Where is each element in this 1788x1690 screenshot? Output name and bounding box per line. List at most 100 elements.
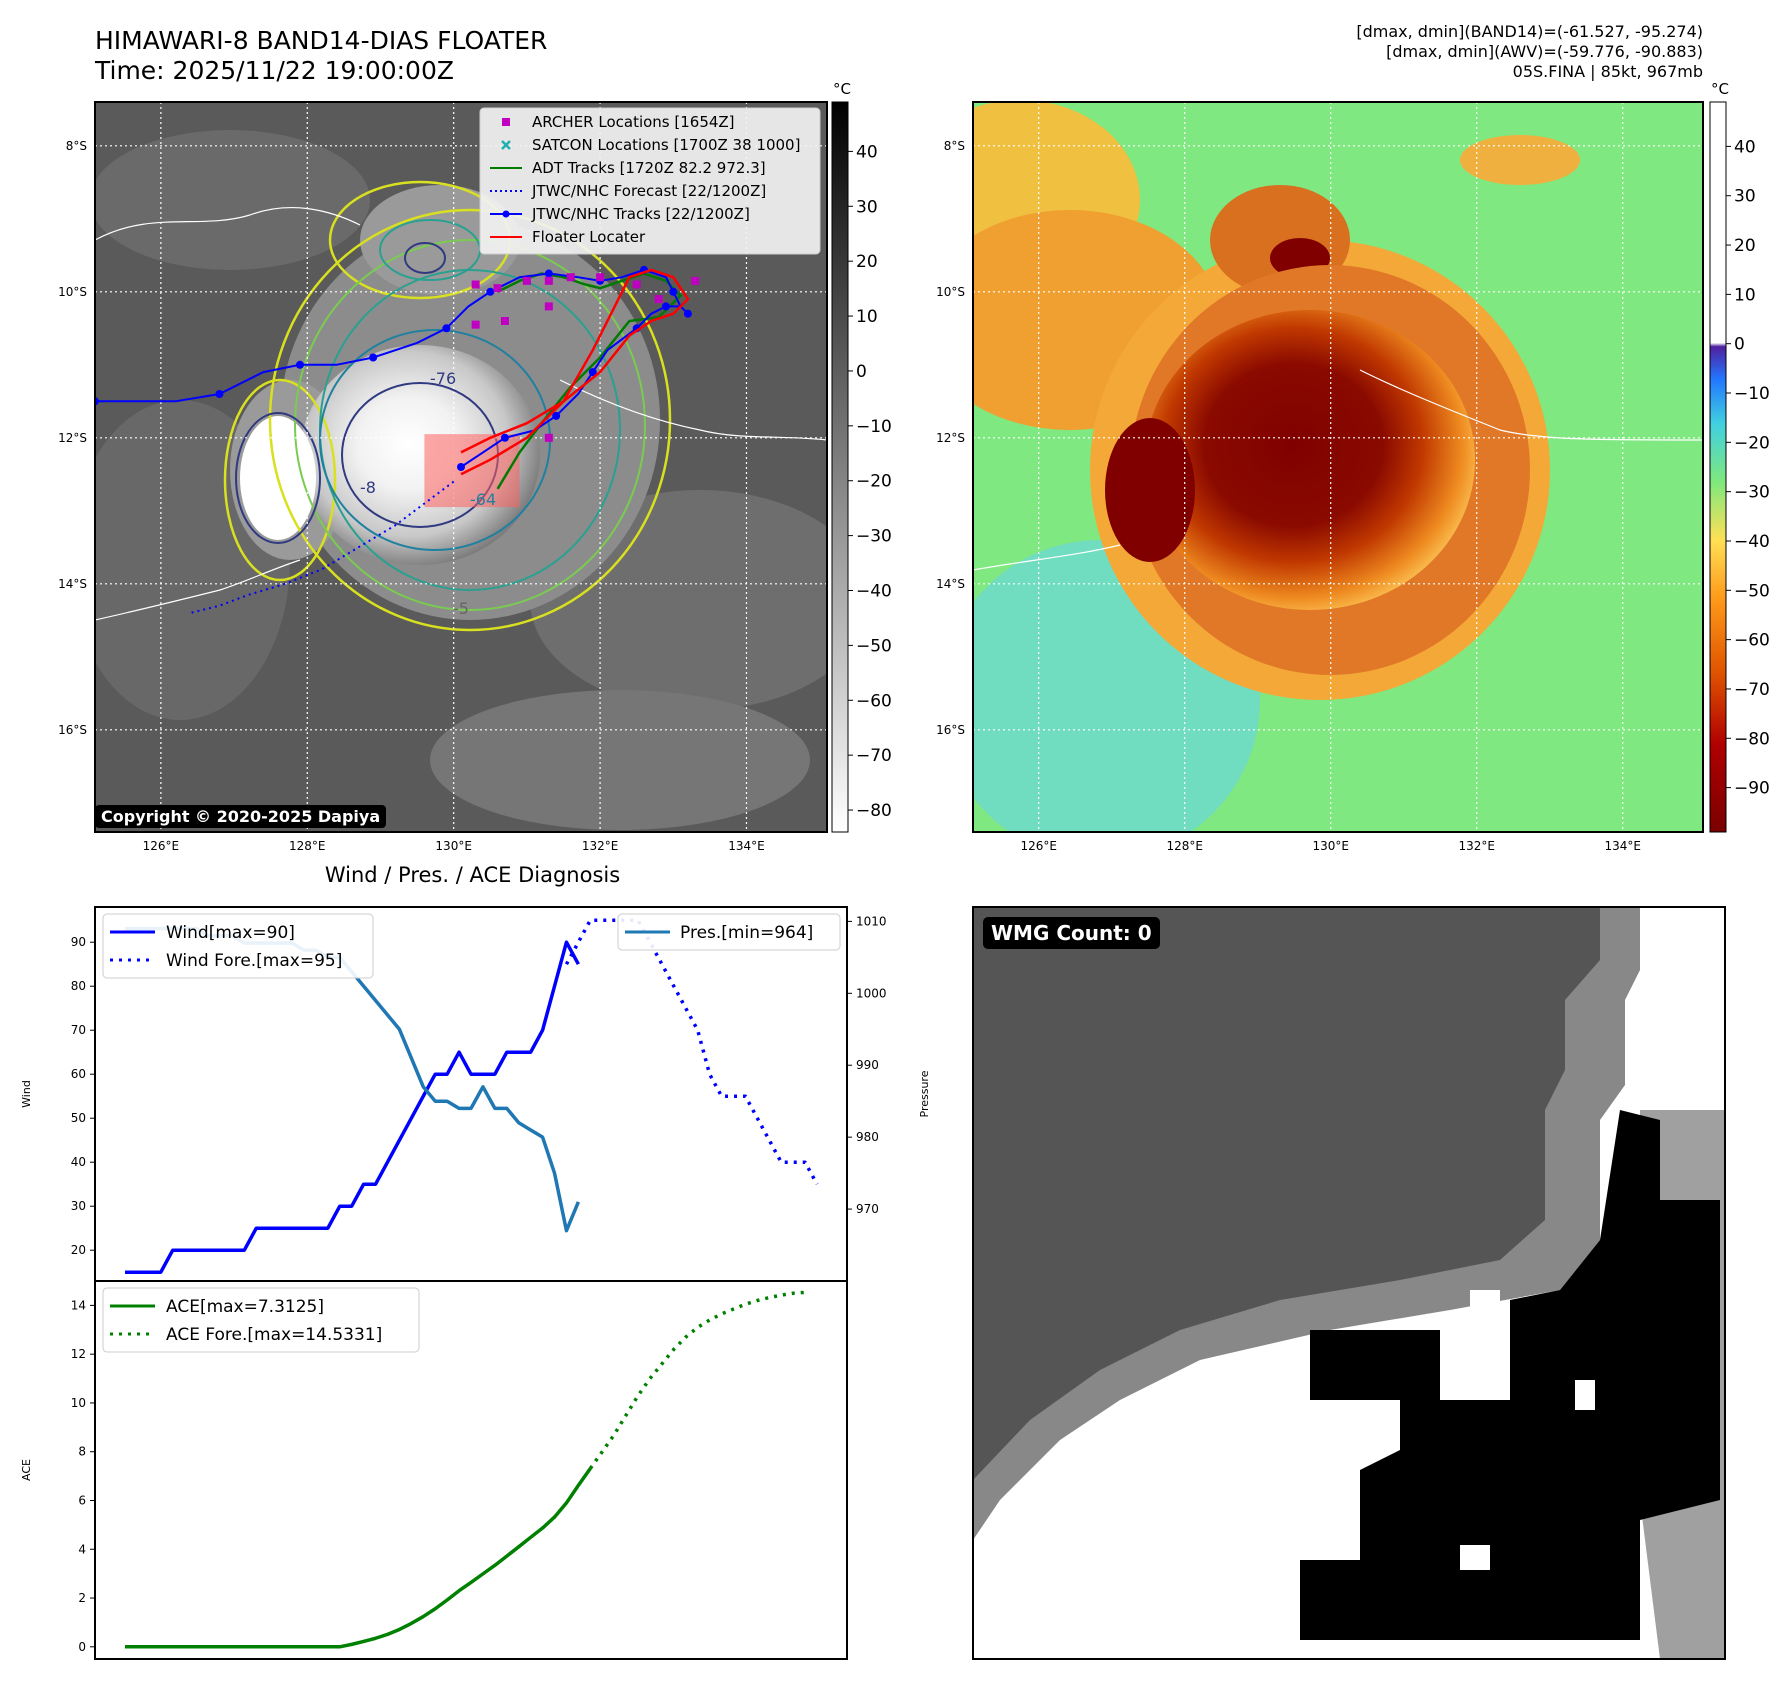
wind-axis-label: Wind [20,1080,33,1108]
jtwc-track-point [295,360,304,369]
colorbar-tick-label: 30 [1734,187,1756,207]
colorbar-tick-label: −50 [1734,581,1770,601]
archer-point [522,276,531,285]
colorbar-tick-label: −20 [856,472,892,492]
colorbar-tick-label: −60 [856,691,892,711]
colorbar-tick-label: −60 [1734,631,1770,651]
right-map-frame [972,101,1704,833]
archer-point [596,273,605,282]
y-tick-label: 40 [71,1155,86,1169]
y-tick-label: 80 [71,979,86,993]
legend-label: JTWC/NHC Forecast [22/1200Z] [531,182,766,200]
jtwc-track-point [486,287,495,296]
jtwc-track-point [369,353,378,362]
legend-label: ARCHER Locations [1654Z] [532,113,735,131]
left-map-lat-label: 14°S [58,577,87,591]
right-map-lat-label: 10°S [936,285,965,299]
contour-label-5: -5 [453,599,469,618]
wmg-panel [973,907,1725,1659]
adt-track-line [496,272,683,490]
y-tick-label: 1000 [856,986,887,1000]
archer-point [654,295,663,304]
colorbar-tick-label: 40 [856,142,878,162]
wmg-count-badge: WMG Count: 0 [983,917,1160,949]
stats-awv: [dmax, dmin](AWV)=(-59.776, -90.883) [1386,42,1703,61]
left-map-lat-label: 12°S [58,431,87,445]
colorbar-tick-label: −20 [1734,433,1770,453]
archer-point [544,276,553,285]
left-map-lon-label: 130°E [435,839,472,853]
colorbar-tick-label: −50 [856,636,892,656]
left-map-lon-label: 128°E [289,839,326,853]
y-tick-label: 980 [856,1130,879,1144]
left-map-lon-label: 134°E [728,839,765,853]
archer-point [471,280,480,289]
archer-point [471,320,480,329]
jtwc-track-point [500,433,509,442]
legend-label: SATCON Locations [1700Z 38 1000] [532,136,800,154]
right-map-lon-label: 128°E [1166,839,1203,853]
title-satellite: HIMAWARI-8 BAND14-DIAS FLOATER [95,26,548,55]
jtwc-track-point [457,463,465,471]
left-map-lat-label: 10°S [58,285,87,299]
legend-pressure-label: Pres.[min=964] [680,923,813,943]
left-colorbar: °C 40 30 20 10 0 −10 −20 −30 −40 −50 −60 −70 −80 [831,80,892,833]
colorbar-tick-label: −90 [1734,779,1770,799]
right-map-lat-label: 14°S [936,577,965,591]
left-map-lon-label: 132°E [582,839,619,853]
y-tick-label: 4 [78,1542,86,1556]
ace-chart: 0 2 4 6 8 10 12 14 ACE ACE[max=7.3125] ACE Fore… [20,1280,848,1660]
colorbar-tick-label: −70 [856,746,892,766]
colorbar-tick-label: 20 [856,252,878,272]
right-map-lon-label: 134°E [1604,839,1641,853]
colorbar-tick-label: 0 [1734,335,1745,355]
y-tick-label: 60 [71,1067,86,1081]
y-tick-label: 20 [71,1243,86,1257]
y-tick-label: 6 [78,1493,86,1507]
legend-wind-fore-label: Wind Fore.[max=95] [166,951,342,971]
legend-ace-fore-label: ACE Fore.[max=14.5331] [166,1325,382,1345]
legend-label: JTWC/NHC Tracks [22/1200Z] [531,205,750,223]
diagnosis-title: Wind / Pres. / ACE Diagnosis [324,863,621,887]
left-map-lat-label: 8°S [66,139,87,153]
contour-label-76: -76 [430,369,456,388]
colorbar-tick-label: −30 [1734,483,1770,503]
y-tick-label: 12 [71,1347,86,1361]
right-colorbar: °C 40 30 20 10 0 −10 −20 −30 −40 −50 −60 −70 −80 −90 [1709,80,1770,833]
right-map-lon-label: 132°E [1458,839,1495,853]
jtwc-track-point [544,269,553,278]
legend-label: ADT Tracks [1720Z 82.2 972.3] [532,159,766,177]
legend-ace-label: ACE[max=7.3125] [166,1297,324,1317]
stats-storm: 05S.FINA | 85kt, 967mb [1512,62,1703,81]
y-tick-label: 10 [71,1396,86,1410]
left-colorbar-unit: °C [833,80,851,98]
colorbar-tick-label: −10 [856,417,892,437]
left-map-frame [94,101,828,833]
colorbar-tick-label: 0 [856,362,867,382]
wmg-frame [972,906,1726,1660]
contour-label-64: -64 [470,490,496,509]
colorbar-tick-label: −80 [1734,729,1770,749]
y-tick-label: 90 [71,935,86,949]
jtwc-forecast-line [189,480,455,614]
legend-wind-label: Wind[max=90] [166,923,295,943]
colorbar-tick-label: 10 [1734,285,1756,305]
colorbar-tick-label: −30 [856,527,892,547]
y-tick-label: 30 [71,1199,86,1213]
series-line-wind-fore- [564,918,819,1186]
y-tick-label: 990 [856,1058,879,1072]
jtwc-track-point [661,302,670,311]
legend-satcon-swatch [501,140,511,150]
archer-point [566,273,575,282]
colorbar-tick-label: 10 [856,307,878,327]
series-line-ace [125,1467,592,1649]
pressure-axis-label: Pressure [918,1070,931,1117]
copyright-badge: Copyright © 2020-2025 Dapiya [95,805,387,828]
storm-tracks [95,265,700,614]
map-legend: ARCHER Locations [1654Z] SATCON Locations… [479,107,821,255]
colorbar-tick-label: −70 [1734,680,1770,700]
y-tick-label: 8 [78,1445,86,1459]
colorbar-tick-label: 40 [1734,137,1756,157]
jtwc-track-point [683,309,692,318]
